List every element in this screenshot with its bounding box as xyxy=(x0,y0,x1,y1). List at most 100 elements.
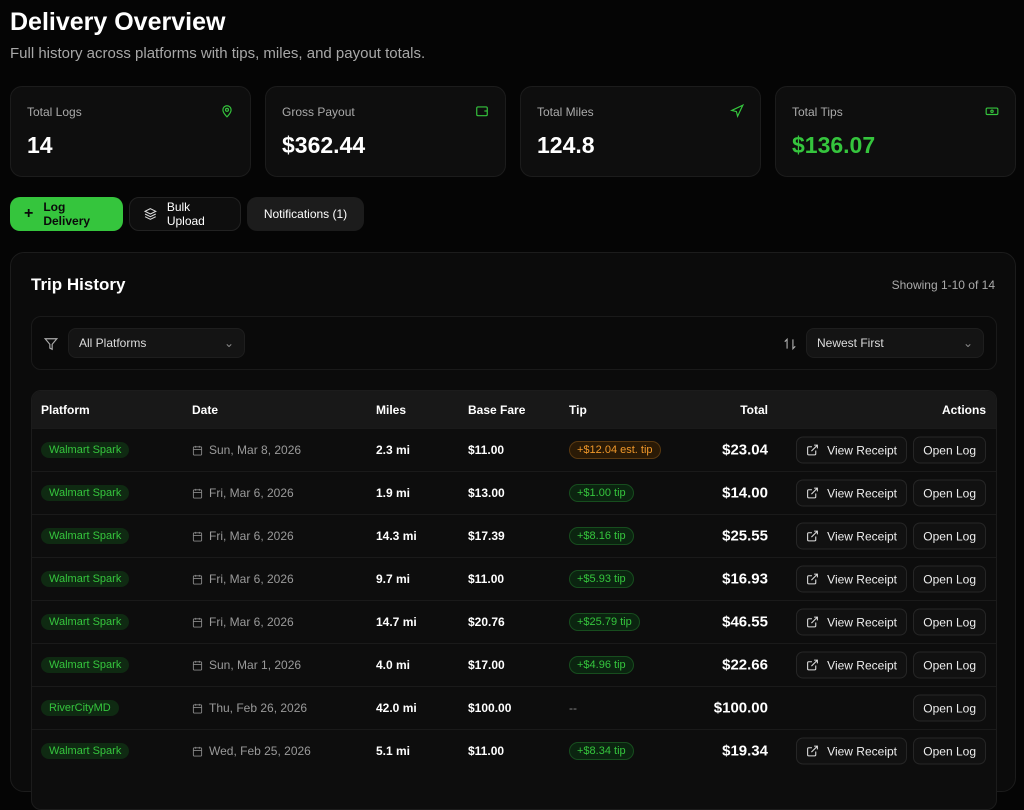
filter-icon xyxy=(44,338,58,351)
page-title: Delivery Overview xyxy=(10,8,226,36)
trip-table: Platform Date Miles Base Fare Tip Total … xyxy=(31,390,997,810)
external-link-icon xyxy=(807,745,819,757)
date-cell: Fri, Mar 6, 2026 xyxy=(192,486,294,500)
open-log-button[interactable]: Open Log xyxy=(913,522,986,550)
date-cell: Fri, Mar 6, 2026 xyxy=(192,572,294,586)
tip-badge: +$8.16 tip xyxy=(569,527,634,545)
date-cell: Thu, Feb 26, 2026 xyxy=(192,701,307,715)
col-date: Date xyxy=(192,402,219,417)
external-link-icon xyxy=(807,573,819,585)
table-row: Walmart Spark Fri, Mar 6, 2026 14.7 mi $… xyxy=(32,600,996,643)
calendar-icon xyxy=(192,703,203,714)
table-row: Walmart Spark Fri, Mar 6, 2026 9.7 mi $1… xyxy=(32,557,996,600)
view-receipt-button[interactable]: View Receipt xyxy=(796,737,907,765)
view-receipt-button[interactable]: View Receipt xyxy=(796,479,907,507)
date-cell: Sun, Mar 1, 2026 xyxy=(192,658,301,672)
tip-badge: -- xyxy=(569,701,577,715)
table-row: RiverCityMD Thu, Feb 26, 2026 42.0 mi $1… xyxy=(32,686,996,729)
platform-badge: Walmart Spark xyxy=(41,743,130,759)
miles-cell: 42.0 mi xyxy=(376,701,417,715)
miles-cell: 1.9 mi xyxy=(376,486,411,500)
tip-badge: +$8.34 tip xyxy=(569,742,634,760)
log-delivery-button[interactable]: + Log Delivery xyxy=(10,197,123,231)
miles-cell: 9.7 mi xyxy=(376,572,411,586)
tip-badge: +$25.79 tip xyxy=(569,613,640,631)
base-fare-cell: $11.00 xyxy=(468,572,505,586)
open-log-button[interactable]: Open Log xyxy=(913,651,986,679)
layers-icon xyxy=(144,208,157,220)
calendar-icon xyxy=(192,660,203,671)
open-log-button[interactable]: Open Log xyxy=(913,565,986,593)
banknote-icon xyxy=(985,107,999,116)
sort-icon xyxy=(784,337,796,351)
date-cell: Wed, Feb 25, 2026 xyxy=(192,744,311,758)
miles-cell: 14.3 mi xyxy=(376,529,417,543)
open-log-button[interactable]: Open Log xyxy=(913,694,986,722)
miles-cell: 14.7 mi xyxy=(376,615,417,629)
plus-icon: + xyxy=(24,205,34,222)
chevron-down-icon: ⌄ xyxy=(962,336,973,350)
stat-value: 124.8 xyxy=(537,132,595,158)
miles-cell: 5.1 mi xyxy=(376,744,411,758)
calendar-icon xyxy=(192,488,203,499)
col-platform: Platform xyxy=(41,402,90,417)
stat-label: Total Tips xyxy=(792,105,843,119)
base-fare-cell: $20.76 xyxy=(468,615,505,629)
wallet-icon xyxy=(476,106,488,117)
date-cell: Fri, Mar 6, 2026 xyxy=(192,529,294,543)
total-cell: $23.04 xyxy=(722,441,768,459)
table-row: Walmart Spark Fri, Mar 6, 2026 14.3 mi $… xyxy=(32,514,996,557)
stat-card: Gross Payout $362.44 xyxy=(265,86,506,177)
view-receipt-button[interactable]: View Receipt xyxy=(796,608,907,636)
tip-badge: +$12.04 est. tip xyxy=(569,441,661,459)
external-link-icon xyxy=(807,487,819,499)
date-cell: Sun, Mar 8, 2026 xyxy=(192,443,301,457)
map-pin-icon xyxy=(222,105,232,118)
external-link-icon xyxy=(807,444,819,456)
calendar-icon xyxy=(192,531,203,542)
platform-badge: Walmart Spark xyxy=(41,614,130,630)
view-receipt-button[interactable]: View Receipt xyxy=(796,436,907,464)
total-cell: $25.55 xyxy=(722,527,768,545)
base-fare-cell: $11.00 xyxy=(468,443,505,457)
open-log-button[interactable]: Open Log xyxy=(913,479,986,507)
navigation-icon xyxy=(730,104,744,118)
col-miles: Miles xyxy=(376,402,407,417)
base-fare-cell: $11.00 xyxy=(468,744,505,758)
pagination-status: Showing 1-10 of 14 xyxy=(891,278,995,292)
section-title: Trip History xyxy=(31,275,126,294)
open-log-button[interactable]: Open Log xyxy=(913,608,986,636)
stat-label: Gross Payout xyxy=(282,105,355,119)
open-log-button[interactable]: Open Log xyxy=(913,737,986,765)
miles-cell: 2.3 mi xyxy=(376,443,411,457)
view-receipt-button[interactable]: View Receipt xyxy=(796,651,907,679)
notifications-button[interactable]: Notifications (1) xyxy=(247,197,364,231)
trip-history-panel: Trip History Showing 1-10 of 14 All Plat… xyxy=(10,252,1016,810)
sort-select[interactable]: Newest First ⌄ xyxy=(806,328,984,358)
table-row: Walmart Spark Sun, Mar 1, 2026 4.0 mi $1… xyxy=(32,643,996,686)
total-cell: $19.34 xyxy=(722,742,768,760)
external-link-icon xyxy=(807,659,819,671)
date-cell: Fri, Mar 6, 2026 xyxy=(192,615,294,629)
calendar-icon xyxy=(192,617,203,628)
platform-badge: Walmart Spark xyxy=(41,485,130,501)
total-cell: $22.66 xyxy=(722,656,768,674)
platform-badge: Walmart Spark xyxy=(41,571,130,587)
stat-label: Total Logs xyxy=(27,105,82,119)
total-cell: $14.00 xyxy=(722,484,768,502)
stat-value: $362.44 xyxy=(282,132,366,158)
platform-filter-select[interactable]: All Platforms ⌄ xyxy=(68,328,245,358)
calendar-icon xyxy=(192,746,203,757)
view-receipt-button[interactable]: View Receipt xyxy=(796,522,907,550)
platform-badge: Walmart Spark xyxy=(41,442,130,458)
bulk-upload-button[interactable]: Bulk Upload xyxy=(129,197,241,231)
table-row: Walmart Spark Sun, Mar 8, 2026 2.3 mi $1… xyxy=(32,428,996,471)
base-fare-cell: $17.00 xyxy=(468,658,505,672)
base-fare-cell: $100.00 xyxy=(468,701,512,715)
filter-bar: All Platforms ⌄ Newest First ⌄ xyxy=(31,316,997,370)
open-log-button[interactable]: Open Log xyxy=(913,436,986,464)
view-receipt-button[interactable]: View Receipt xyxy=(796,565,907,593)
table-row: Walmart Spark Fri, Mar 6, 2026 1.9 mi $1… xyxy=(32,471,996,514)
col-tip: Tip xyxy=(569,402,587,417)
stat-card: Total Miles 124.8 xyxy=(520,86,761,177)
